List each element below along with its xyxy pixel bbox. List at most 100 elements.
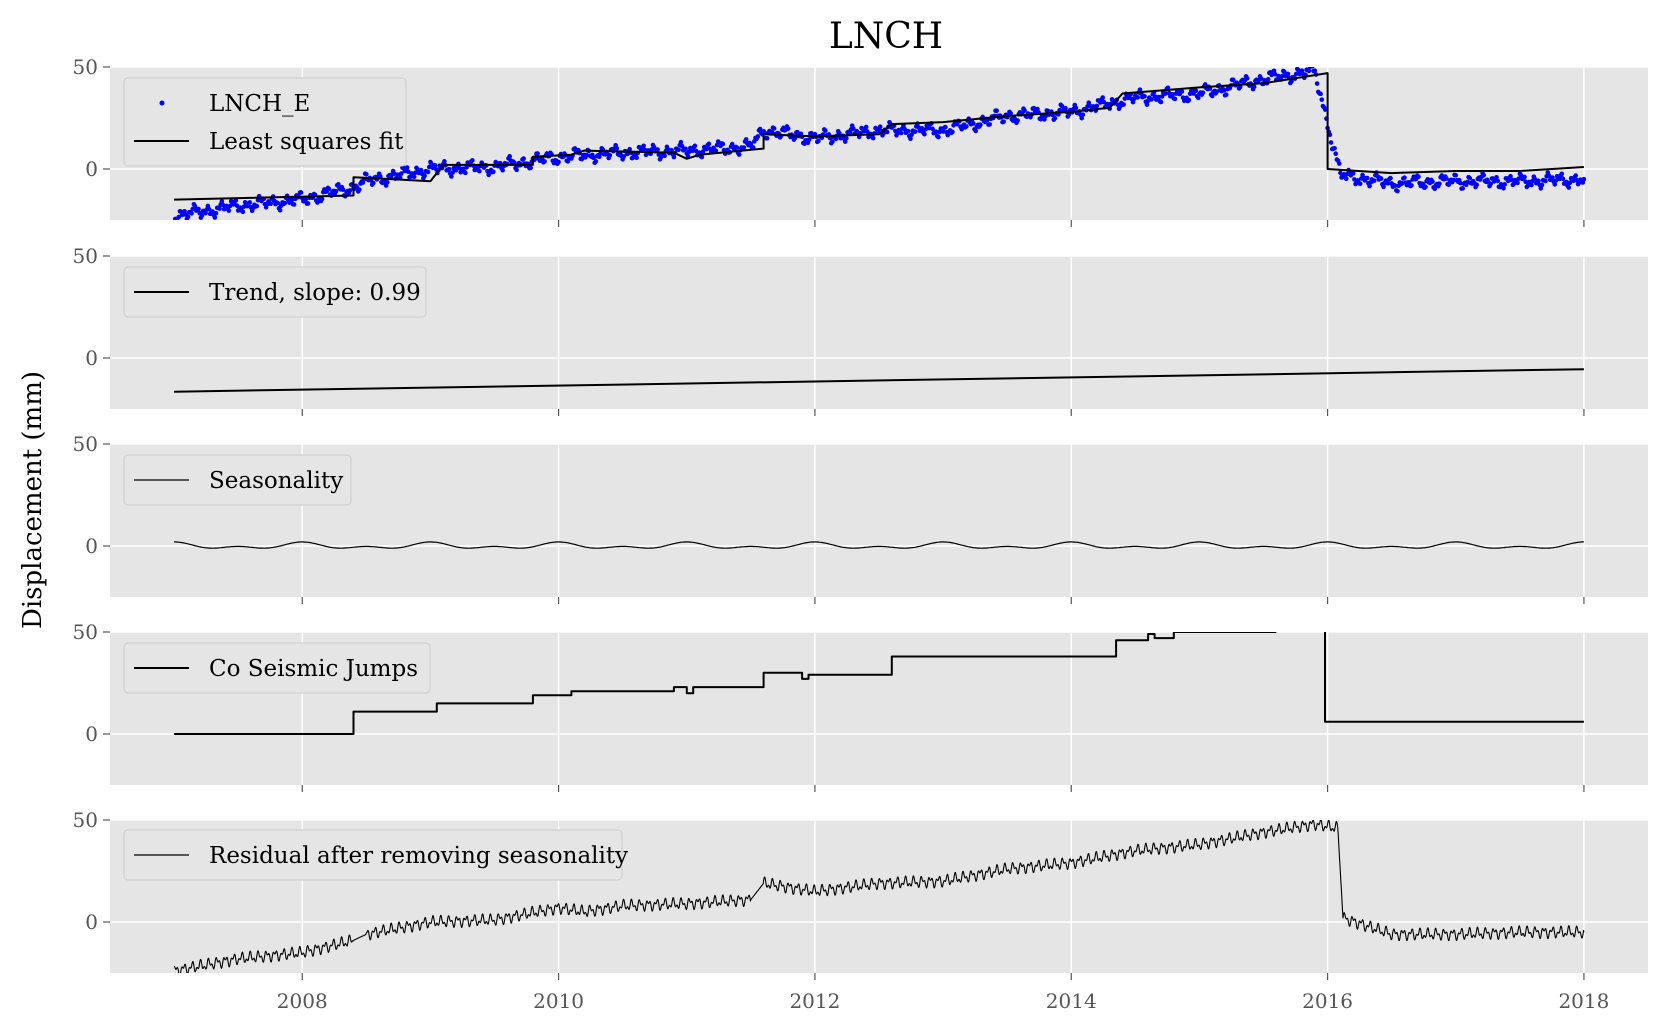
data-point [1327,132,1333,138]
data-point [347,188,353,193]
data-point [411,174,417,180]
data-point [1502,182,1507,187]
data-point [1142,94,1147,99]
data-point [757,126,763,132]
data-point [1158,99,1164,105]
data-point [213,210,219,216]
data-point [1272,71,1278,77]
data-point [1137,87,1143,92]
data-point [282,200,288,206]
data-point [1460,186,1466,191]
legend-frame [123,77,407,167]
data-point [556,159,561,165]
data-point [1121,102,1126,107]
data-point [690,148,695,154]
data-point [1581,176,1587,182]
data-point [1080,112,1086,117]
data-point [679,143,685,149]
data-point [217,206,222,211]
data-point [933,129,939,135]
data-point [175,218,180,220]
data-point [1508,174,1513,179]
data-point [378,174,383,179]
data-point [1481,172,1487,178]
data-point [500,167,505,173]
data-point [729,141,735,147]
data-point [1144,102,1150,107]
data-point [206,206,212,212]
data-point [870,135,876,141]
data-point [898,130,904,136]
y-tick-label: 0 [85,346,98,370]
data-point [1282,69,1287,75]
data-point [464,165,469,170]
data-point [971,121,976,126]
data-point [521,156,526,161]
data-point [579,156,585,162]
panels: 0 50 LNCH_E Least squares fit 0 50 Trend, slop… [73,55,1648,1013]
data-point [1186,97,1192,103]
data-point [1265,76,1271,82]
legend-label: Least squares fit [209,129,404,155]
y-tick-label: 0 [85,534,98,558]
data-point [1214,89,1220,94]
data-point [1465,179,1470,185]
data-point [1079,115,1085,121]
y-tick-label: 0 [85,910,98,934]
data-point [514,167,519,173]
data-point [614,146,620,151]
legend-label: Residual after removing seasonality [209,843,628,869]
data-point [844,135,849,141]
panel-trend: 0 50 Trend, slope: 0.99 [73,244,1648,416]
data-point [477,168,482,174]
data-point [837,131,842,136]
data-point [1357,181,1363,187]
data-point [734,145,740,150]
series-line-seasonality [174,541,1584,549]
data-point [1385,181,1391,186]
data-point [1522,174,1527,180]
data-point [422,173,427,179]
series-group [174,368,1584,393]
data-point [453,167,459,173]
data-point [994,108,999,113]
data-point [816,138,821,144]
data-point [227,203,233,209]
data-point [226,208,232,213]
data-point [621,154,627,159]
legend-trend: Trend, slope: 0.99 [123,266,427,318]
data-point [446,166,452,172]
data-point [1523,179,1528,185]
legend-jumps: Co Seismic Jumps [123,642,431,694]
data-point [1458,180,1463,186]
data-point [743,137,749,142]
data-point [1100,95,1106,100]
data-point [432,162,438,168]
data-point [987,122,992,127]
data-point [1474,182,1480,188]
series-line-observed [174,72,1584,201]
data-point [683,146,688,152]
series-line-residual [173,820,1585,973]
data-point [1328,140,1334,145]
data-point [1343,176,1349,182]
data-point [634,155,639,161]
data-point [1378,176,1384,181]
y-tick-label: 0 [85,157,98,181]
data-point [1437,181,1442,186]
data-point [1230,77,1236,83]
data-point [1179,89,1185,94]
data-point [1371,178,1377,183]
data-point [1258,76,1264,81]
data-point [964,124,969,129]
data-point [792,135,798,141]
data-point [1367,183,1372,189]
data-point [528,165,533,171]
legend-label: LNCH_E [209,91,310,117]
data-point [851,126,856,131]
data-point [1392,183,1398,188]
x-tick-label: 2012 [789,989,840,1013]
data-point [1559,171,1565,177]
data-point [1529,182,1534,188]
data-point [795,129,800,135]
